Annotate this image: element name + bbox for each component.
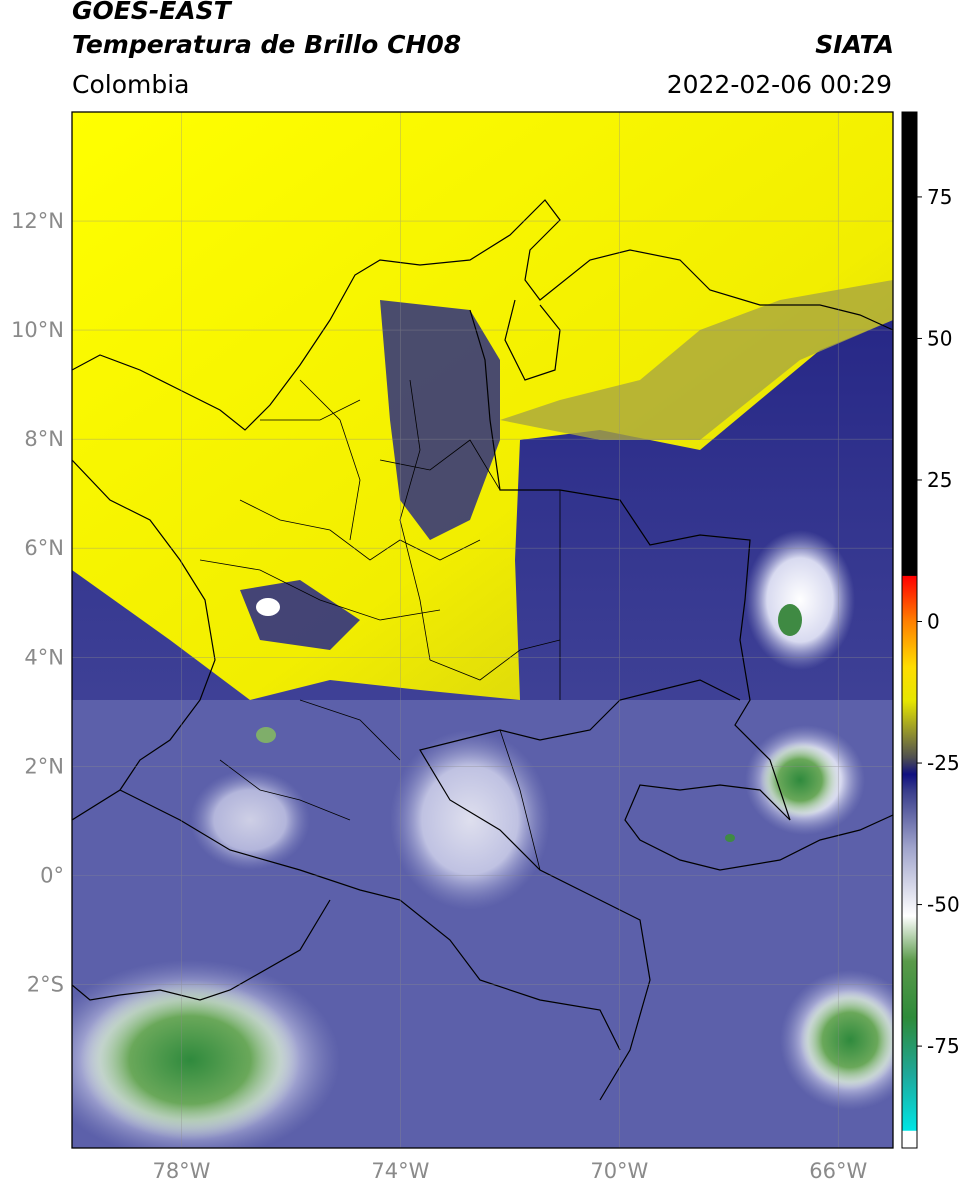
map-frame xyxy=(71,111,894,1149)
coastline-pacific xyxy=(72,459,216,821)
satellite-title: GOES-EAST xyxy=(72,0,231,25)
colorbar-tick-label: 25 xyxy=(927,468,952,492)
border-colombia-ecuador-peru xyxy=(119,789,621,1051)
lon-tick-label: 78°W xyxy=(152,1159,210,1183)
colorbar-tick-label: 75 xyxy=(927,185,952,209)
coastline-ecuador-peru xyxy=(72,899,331,1001)
lat-tick-label: 4°N xyxy=(24,645,64,669)
gulf-maracaibo xyxy=(504,299,561,381)
colorbar-tick-label: 50 xyxy=(927,326,952,350)
lat-tick-label: 6°N xyxy=(24,536,64,560)
lat-tick-label: 12°N xyxy=(11,209,64,233)
boundaries xyxy=(72,199,893,1101)
border-colombia-venezuela xyxy=(469,309,791,821)
coastline-caribbean xyxy=(72,199,893,431)
lon-tick-label: 66°W xyxy=(809,1159,867,1183)
colorbar-tick-label: -50 xyxy=(927,893,960,917)
dept-borders xyxy=(199,379,561,871)
colorbar: 75 50 25 0 -25 -50 -75 xyxy=(901,111,960,1149)
lon-tick-label: 70°W xyxy=(590,1159,648,1183)
colorbar-tick-label: 0 xyxy=(927,610,940,634)
lat-tick-label: 2°S xyxy=(27,972,64,996)
lat-tick-label: 2°N xyxy=(24,754,64,778)
lat-tick-label: 8°N xyxy=(24,427,64,451)
axis-labels: 12°N 10°N 8°N 6°N 4°N 2°N 0° 2°S 78°W 74°W 70°W 66°… xyxy=(11,209,867,1183)
colorbar-tick-label: -25 xyxy=(927,751,960,775)
lat-tick-label: 0° xyxy=(40,863,64,887)
graticule xyxy=(72,112,893,1148)
colorbar-tick-label: -75 xyxy=(927,1034,960,1058)
organization-label: SIATA xyxy=(815,30,894,59)
temperature-field xyxy=(72,112,893,1148)
border-venezuela-brazil xyxy=(624,784,893,871)
lon-tick-label: 74°W xyxy=(371,1159,429,1183)
colorbar-gradient xyxy=(901,111,918,1149)
product-title: Temperatura de Brillo CH08 xyxy=(72,30,462,59)
region-label: Colombia xyxy=(72,70,190,99)
datetime-label: 2022-02-06 00:29 xyxy=(666,70,892,99)
border-colombia-brazil xyxy=(419,679,741,1101)
lat-tick-label: 10°N xyxy=(11,318,64,342)
